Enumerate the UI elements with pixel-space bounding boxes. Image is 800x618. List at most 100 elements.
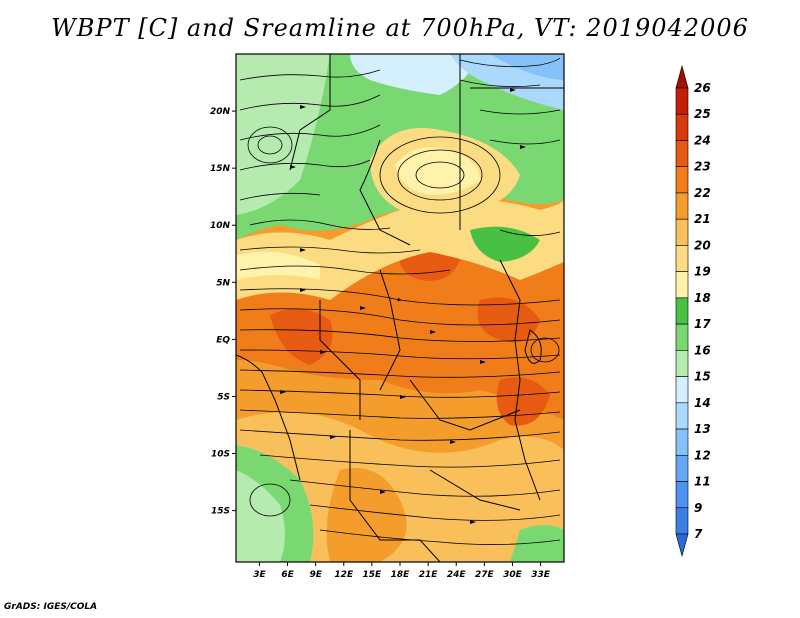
streamline [239,308,561,326]
arrowhead [280,390,286,394]
colorbar-swatch [675,402,689,430]
colorbar-swatch [675,218,689,246]
streamline [499,229,561,236]
arrowhead [330,435,336,439]
lat-label: 20N [210,107,231,117]
border [514,379,541,501]
streamline [249,219,391,230]
arrowhead [430,330,436,334]
colorbar-label: 20 [694,238,711,252]
colorbar-label: 18 [694,291,711,305]
streamline-gyre [415,161,465,189]
streamline [459,79,541,88]
colorbar-label: 16 [694,343,711,357]
lon-label: 30E [503,570,523,580]
arrowhead [300,105,306,109]
border [349,430,441,562]
country-borders [236,54,564,562]
arrowhead [510,88,516,92]
streamline [489,139,561,145]
field-green-patch [470,226,540,262]
arrowhead [450,440,456,444]
colorbar-bottom-arrow [675,533,689,558]
colorbar-label: 13 [694,422,711,436]
border [359,139,411,246]
lon-label: 27E [475,570,495,580]
lat-label: 10N [210,221,231,231]
streamline [239,69,381,81]
colorbar-label: 11 [694,475,711,489]
streamline [239,124,381,141]
colorbar-swatch [675,323,689,351]
wbpt-field [236,54,564,562]
colorbar-swatch [675,271,689,299]
lon-label: 6E [281,570,294,580]
arrowhead [400,395,406,399]
arrowhead [320,350,326,354]
streamline [259,454,561,468]
streamline [459,57,561,68]
page-title: WBPT [C] and Sreamline at 700hPa, VT: 20… [51,14,749,42]
colorbar-swatch [675,428,689,456]
lon-label: 18E [391,570,411,580]
streamline [239,159,371,171]
longitude-labels: 3E 6E 9E 12E 15E 18E 21E 24E 27E 30E 33E [253,562,551,580]
streamline [239,265,451,275]
streamline [479,109,561,115]
colorbar-label: 22 [694,186,711,200]
arrowhead [380,490,386,494]
colorbar-label: 26 [694,81,711,95]
arrowhead [360,306,366,310]
footer-credit: GrADS: IGES/COLA [4,602,98,612]
colorbar-label: 9 [694,501,702,515]
lon-label: 9E [309,570,322,580]
colorbar-swatch [675,454,689,482]
streamline-gyre [379,136,501,214]
colorbar-label: 25 [694,107,711,121]
arrowhead [300,288,306,292]
colorbar-swatch [675,113,689,141]
streamline-gyre [397,149,483,201]
colorbar-label: 19 [694,265,711,279]
colorbar-swatch [675,140,689,168]
border [429,469,521,511]
lake [524,329,542,364]
arrowhead [470,520,476,524]
arrowhead [520,145,526,149]
latitude-labels: 20N 15N 10N 5N EQ 5S 10S 15S [210,107,236,517]
colorbar: 7 9 11 12 13 14 15 16 17 18 19 20 21 22 23 24 25 26 [675,64,711,558]
colorbar-label: 15 [694,370,711,384]
streamline [239,409,561,419]
colorbar-label: 21 [694,212,711,226]
lon-label: 33E [531,570,551,580]
border [409,379,521,431]
colorbar-swatch [675,376,689,404]
colorbar-swatch [675,507,689,535]
arrowhead [480,360,486,364]
border [319,300,361,420]
colorbar-swatch [675,481,689,509]
lon-label: 15E [363,570,383,580]
lon-label: 21E [419,570,439,580]
colorbar-swatch [675,297,689,325]
colorbar-label: 17 [694,317,711,331]
colorbar-label: 14 [694,396,711,410]
streamline [239,94,381,111]
field-northeast-13 [490,54,564,80]
streamline [319,529,561,545]
colorbar-swatch [675,166,689,194]
colorbar-label: 12 [694,448,711,462]
lat-label: EQ [216,335,230,345]
field-southeast-17 [510,525,564,562]
streamline [239,246,421,254]
streamline [239,429,561,441]
coastline [236,354,301,481]
streamline [239,369,561,378]
streamline-gyre [530,337,560,363]
streamline-gyre [257,135,283,155]
streamline [289,479,561,497]
colorbar-swatch [675,245,689,272]
field-equatorial-23 [236,250,564,420]
streamline-gyre [249,483,291,517]
